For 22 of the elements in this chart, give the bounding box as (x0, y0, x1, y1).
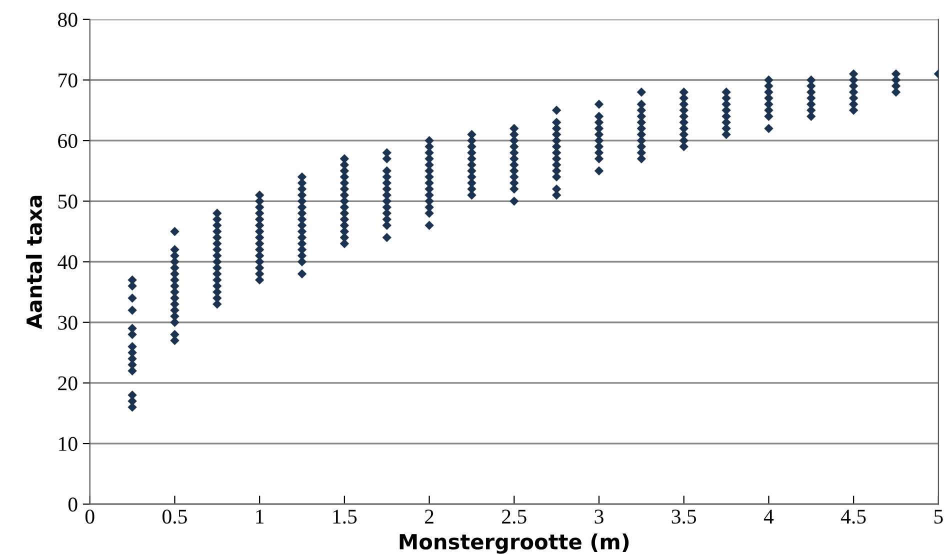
y-tick-label: 30 (58, 316, 78, 330)
y-axis-title: Aantal taxa (26, 196, 42, 330)
y-tick-label: 80 (58, 12, 78, 27)
y-tick-label: 50 (58, 194, 78, 209)
y-tick-label: 60 (58, 134, 78, 148)
y-tick-label: 10 (59, 436, 78, 451)
x-axis-title: Monstergrootte (m) (400, 533, 629, 554)
x-tick-label: 3.5 (672, 510, 696, 524)
y-tick-label: 0 (68, 498, 78, 512)
x-tick-label: 0 (85, 510, 94, 524)
x-tick-label: 5 (934, 510, 943, 524)
x-tick-label: 4.5 (840, 510, 866, 524)
x-tick-label: 2 (425, 510, 434, 524)
x-tick-label: 4 (764, 510, 774, 524)
x-tick-label: 2.5 (502, 510, 526, 524)
x-tick-label: 1.5 (333, 510, 357, 524)
y-tick-label: 70 (58, 73, 78, 88)
y-tick-label: 40 (58, 255, 78, 270)
y-tick-label: 20 (58, 376, 78, 390)
x-tick-label: 3 (594, 510, 604, 524)
x-tick-label: 1 (256, 510, 264, 524)
x-tick-label: 0.5 (162, 510, 187, 524)
